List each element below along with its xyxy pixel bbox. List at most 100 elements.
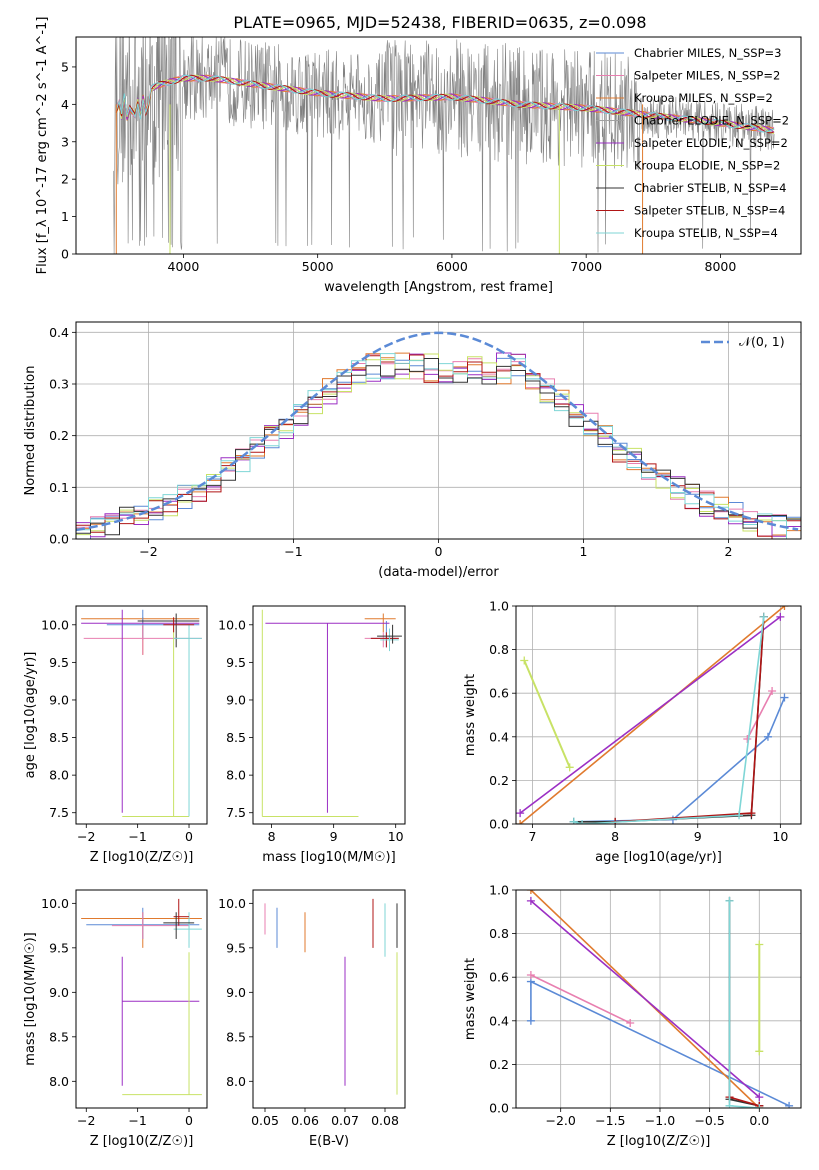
x-tick-label: 0.08 xyxy=(371,1113,399,1128)
y-tick-label: 0.4 xyxy=(489,729,509,744)
y-tick-label: 0.4 xyxy=(49,325,69,340)
panel-mass-vs-z: −2 −1 0 8.0 8.5 9.0 9.5 10.0 Z [log10(Z/Z☉)] mass… xyxy=(23,889,208,1149)
y-tick-label: 9.5 xyxy=(226,940,246,955)
y-tick-label: 0.0 xyxy=(489,1101,509,1116)
weight-point xyxy=(780,693,789,702)
x-tick-label: 0 xyxy=(435,544,443,559)
weight-point xyxy=(735,811,744,820)
y-tick-label: 8.0 xyxy=(226,768,246,783)
axes-frame xyxy=(515,605,802,825)
weight-point xyxy=(759,612,768,621)
y-tick-label: 7.5 xyxy=(226,805,246,820)
y-tick-label: 0.4 xyxy=(489,1013,509,1028)
y-tick-label: 0.8 xyxy=(489,642,509,657)
x-tick-label: 5000 xyxy=(302,259,334,274)
x-tick-label: −1 xyxy=(128,829,146,844)
weight-point xyxy=(578,820,587,824)
legend-label: 𝒩(0, 1) xyxy=(739,334,785,349)
x-tick-label: 6000 xyxy=(436,259,468,274)
plot-area xyxy=(261,609,402,817)
axes-frame xyxy=(75,605,208,825)
y-axis-label: Normed distribution xyxy=(23,366,38,496)
y-tick-label: 0.1 xyxy=(49,480,69,495)
panel-residual-hist: −2 −1 0 1 2 0.0 0.1 0.2 0.3 0.4 (data-model)/error… xyxy=(23,321,802,580)
x-axis-label: E(B-V) xyxy=(309,1134,349,1149)
x-tick-label: −1 xyxy=(284,544,302,559)
x-axis-label: Z [log10(Z/Z☉)] xyxy=(607,1134,711,1149)
x-tick-label: 8000 xyxy=(705,259,737,274)
panel-weight-vs-z: −2.0 −1.5 −1.0 −0.5 0.0 0.0 0.2 0.4 0.6 0.8 1.0 Z [… xyxy=(463,883,802,1149)
figure-title: PLATE=0965, MJD=52438, FIBERID=0635, z=0… xyxy=(233,13,646,32)
weight-point xyxy=(768,687,777,696)
plot-area xyxy=(81,609,202,817)
histogram-chabrier_stelib xyxy=(76,358,801,536)
panel-weight-vs-age: 7 8 9 10 0.0 0.2 0.4 0.6 0.8 1.0 age [log10(age/yr… xyxy=(463,599,802,865)
x-tick-label: −2 xyxy=(77,1113,95,1128)
x-tick-label: 7000 xyxy=(570,259,602,274)
weight-point xyxy=(743,734,752,743)
y-axis-label: Flux [f_λ 10^-17 erg cm^-2 s^-1 A^-1] xyxy=(35,17,50,275)
weight-line-kroupa_miles xyxy=(519,606,786,824)
legend-label: Chabrier STELIB, N_SSP=4 xyxy=(634,181,786,195)
y-tick-label: 9.0 xyxy=(226,985,246,1000)
x-axis-label: wavelength [Angstrom, rest frame] xyxy=(324,280,553,295)
y-tick-label: 0.3 xyxy=(49,377,69,392)
axes-frame xyxy=(515,889,802,1109)
legend-label: Chabrier ELODIE, N_SSP=2 xyxy=(634,114,789,128)
plot-area xyxy=(81,898,202,1096)
y-tick-label: 0.2 xyxy=(489,773,509,788)
y-tick-label: 0.2 xyxy=(49,428,69,443)
panel-age-vs-mass: 8 9 10 7.5 8.0 8.5 9.0 9.5 10.0 mass [log10(M/M☉)… xyxy=(218,605,406,865)
x-tick-label: 7 xyxy=(529,829,537,844)
x-tick-label: 9 xyxy=(694,829,702,844)
plot-area xyxy=(516,890,801,1108)
y-tick-label: 10.0 xyxy=(41,617,69,632)
x-tick-label: 0.0 xyxy=(749,1113,769,1128)
weight-point xyxy=(747,809,756,818)
y-tick-label: 7.5 xyxy=(49,805,69,820)
weight-point xyxy=(520,656,529,665)
weight-point xyxy=(569,817,578,824)
weight-line-kroupa_stelib xyxy=(728,900,760,1108)
y-tick-label: 8.5 xyxy=(49,730,69,745)
legend-label: Salpeter STELIB, N_SSP=4 xyxy=(634,204,785,218)
axes-frame xyxy=(75,321,802,540)
x-tick-label: 10 xyxy=(772,829,788,844)
weight-point xyxy=(763,732,772,741)
y-tick-label: 3 xyxy=(61,134,69,149)
y-tick-label: 4 xyxy=(61,97,69,112)
x-tick-label: 0 xyxy=(185,829,193,844)
model-spectrum-salpeter_miles xyxy=(115,74,775,132)
y-tick-label: 10.0 xyxy=(41,896,69,911)
legend-label: Salpeter ELODIE, N_SSP=2 xyxy=(634,136,788,150)
weight-point xyxy=(565,763,574,772)
x-tick-label: 1 xyxy=(580,544,588,559)
y-tick-label: 9.0 xyxy=(226,692,246,707)
legend-label: Chabrier MILES, N_SSP=3 xyxy=(634,46,781,60)
x-axis-label: Z [log10(Z/Z☉)] xyxy=(90,850,194,865)
x-tick-label: −0.5 xyxy=(694,1113,724,1128)
weight-point xyxy=(780,606,789,610)
weight-line-kroupa_elodie xyxy=(523,660,571,768)
y-tick-label: 9.5 xyxy=(49,940,69,955)
y-tick-label: 9.0 xyxy=(49,692,69,707)
weight-point xyxy=(776,612,785,621)
weight-point xyxy=(626,1018,635,1027)
x-tick-label: 9 xyxy=(330,829,338,844)
x-axis-label: (data-model)/error xyxy=(378,565,499,580)
weight-point xyxy=(755,940,764,949)
weight-line-chabrier_stelib xyxy=(573,616,765,823)
panel-mass-vs-ebv: 0.05 0.06 0.07 0.08 8.0 8.5 9.0 9.5 10.0 E(B-V) xyxy=(218,889,406,1149)
x-tick-label: 4000 xyxy=(168,259,200,274)
axes-frame xyxy=(75,889,208,1109)
y-tick-label: 1 xyxy=(61,209,69,224)
y-tick-label: 8.5 xyxy=(226,1029,246,1044)
x-axis-label: Z [log10(Z/Z☉)] xyxy=(90,1134,194,1149)
x-tick-label: −2 xyxy=(77,829,95,844)
weight-point xyxy=(516,820,525,824)
x-tick-label: 0.06 xyxy=(291,1113,319,1128)
y-tick-label: 9.5 xyxy=(49,655,69,670)
panel-spectrum: 4000 5000 6000 7000 8000 0 1 2 3 4 5 wavelength [An… xyxy=(35,17,802,295)
weight-point xyxy=(526,896,535,905)
